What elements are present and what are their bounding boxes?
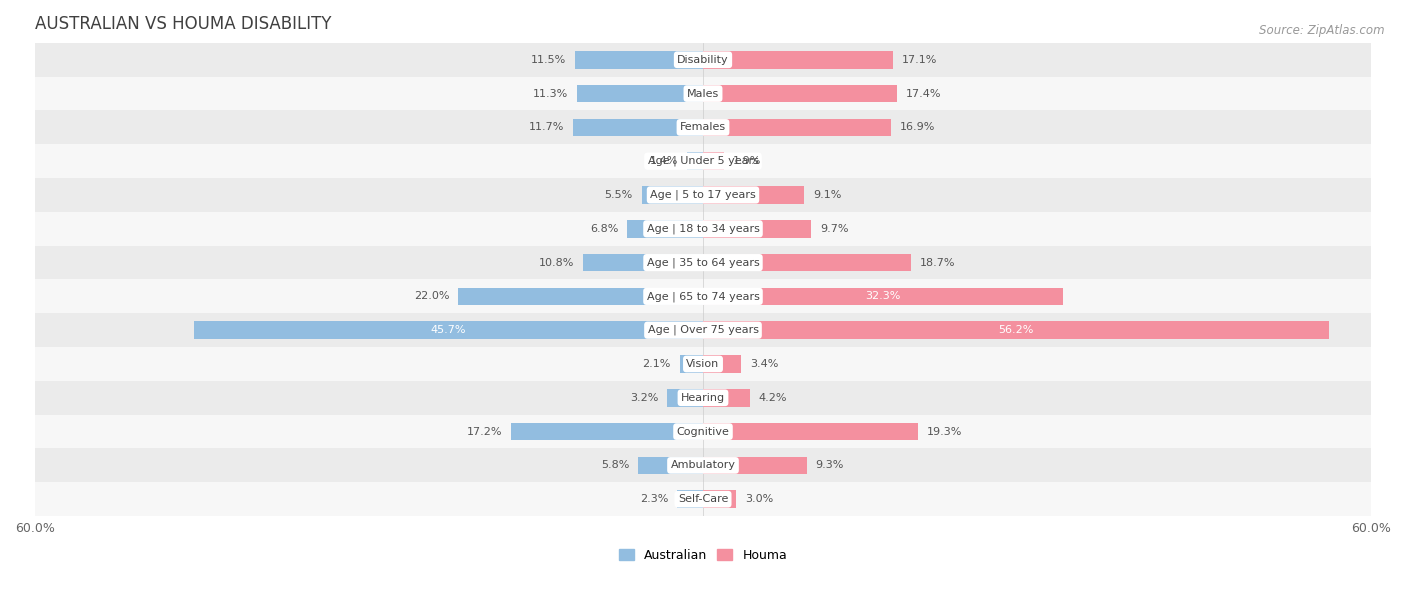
- Bar: [458, 288, 703, 305]
- Text: 1.4%: 1.4%: [650, 156, 679, 166]
- Text: Age | 65 to 74 years: Age | 65 to 74 years: [647, 291, 759, 302]
- Bar: [703, 85, 897, 102]
- Bar: [703, 51, 893, 69]
- Bar: [35, 381, 1371, 415]
- Bar: [641, 186, 703, 204]
- Bar: [35, 415, 1371, 449]
- Text: Age | 35 to 64 years: Age | 35 to 64 years: [647, 257, 759, 268]
- Bar: [627, 220, 703, 237]
- Bar: [582, 254, 703, 271]
- Text: 9.3%: 9.3%: [815, 460, 844, 471]
- Bar: [35, 144, 1371, 178]
- Text: 16.9%: 16.9%: [900, 122, 935, 132]
- Bar: [703, 254, 911, 271]
- Text: 10.8%: 10.8%: [538, 258, 574, 267]
- Bar: [703, 457, 807, 474]
- Text: 5.8%: 5.8%: [602, 460, 630, 471]
- Text: 17.1%: 17.1%: [903, 55, 938, 65]
- Bar: [35, 313, 1371, 347]
- Text: Age | 18 to 34 years: Age | 18 to 34 years: [647, 223, 759, 234]
- Text: Age | 5 to 17 years: Age | 5 to 17 years: [650, 190, 756, 200]
- Text: 2.1%: 2.1%: [643, 359, 671, 369]
- Bar: [578, 85, 703, 102]
- Bar: [194, 321, 703, 339]
- Text: 32.3%: 32.3%: [865, 291, 900, 301]
- Text: Females: Females: [681, 122, 725, 132]
- Text: 2.3%: 2.3%: [640, 494, 668, 504]
- Bar: [703, 423, 918, 441]
- Text: Ambulatory: Ambulatory: [671, 460, 735, 471]
- Text: 4.2%: 4.2%: [759, 393, 787, 403]
- Bar: [703, 119, 891, 136]
- Bar: [35, 212, 1371, 245]
- Bar: [638, 457, 703, 474]
- Text: Vision: Vision: [686, 359, 720, 369]
- Bar: [679, 355, 703, 373]
- Text: 3.0%: 3.0%: [745, 494, 773, 504]
- Text: 19.3%: 19.3%: [927, 427, 962, 436]
- Text: 11.5%: 11.5%: [531, 55, 567, 65]
- Bar: [703, 321, 1329, 339]
- Text: 17.2%: 17.2%: [467, 427, 502, 436]
- Bar: [35, 449, 1371, 482]
- Bar: [35, 245, 1371, 280]
- Text: 11.3%: 11.3%: [533, 89, 568, 99]
- Bar: [703, 288, 1063, 305]
- Bar: [703, 490, 737, 508]
- Bar: [572, 119, 703, 136]
- Text: 3.2%: 3.2%: [630, 393, 658, 403]
- Bar: [688, 152, 703, 170]
- Bar: [678, 490, 703, 508]
- Legend: Australian, Houma: Australian, Houma: [614, 543, 792, 567]
- Text: 5.5%: 5.5%: [605, 190, 633, 200]
- Text: Age | Over 75 years: Age | Over 75 years: [648, 325, 758, 335]
- Bar: [35, 111, 1371, 144]
- Text: 45.7%: 45.7%: [430, 325, 467, 335]
- Bar: [35, 347, 1371, 381]
- Bar: [668, 389, 703, 406]
- Text: Self-Care: Self-Care: [678, 494, 728, 504]
- Bar: [703, 220, 811, 237]
- Bar: [703, 389, 749, 406]
- Text: 18.7%: 18.7%: [920, 258, 956, 267]
- Text: Disability: Disability: [678, 55, 728, 65]
- Text: 1.9%: 1.9%: [733, 156, 762, 166]
- Text: 9.1%: 9.1%: [813, 190, 842, 200]
- Text: 17.4%: 17.4%: [905, 89, 941, 99]
- Text: 11.7%: 11.7%: [529, 122, 564, 132]
- Text: 9.7%: 9.7%: [820, 224, 848, 234]
- Bar: [35, 178, 1371, 212]
- Bar: [35, 43, 1371, 76]
- Bar: [35, 482, 1371, 516]
- Text: Hearing: Hearing: [681, 393, 725, 403]
- Text: 6.8%: 6.8%: [591, 224, 619, 234]
- Bar: [35, 76, 1371, 111]
- Text: Source: ZipAtlas.com: Source: ZipAtlas.com: [1260, 24, 1385, 37]
- Bar: [703, 186, 804, 204]
- Text: 56.2%: 56.2%: [998, 325, 1033, 335]
- Text: Age | Under 5 years: Age | Under 5 years: [648, 156, 758, 166]
- Text: 22.0%: 22.0%: [413, 291, 449, 301]
- Text: AUSTRALIAN VS HOUMA DISABILITY: AUSTRALIAN VS HOUMA DISABILITY: [35, 15, 332, 33]
- Text: Males: Males: [688, 89, 718, 99]
- Bar: [35, 280, 1371, 313]
- Text: 3.4%: 3.4%: [749, 359, 778, 369]
- Bar: [703, 152, 724, 170]
- Bar: [575, 51, 703, 69]
- Bar: [703, 355, 741, 373]
- Text: Cognitive: Cognitive: [676, 427, 730, 436]
- Bar: [512, 423, 703, 441]
